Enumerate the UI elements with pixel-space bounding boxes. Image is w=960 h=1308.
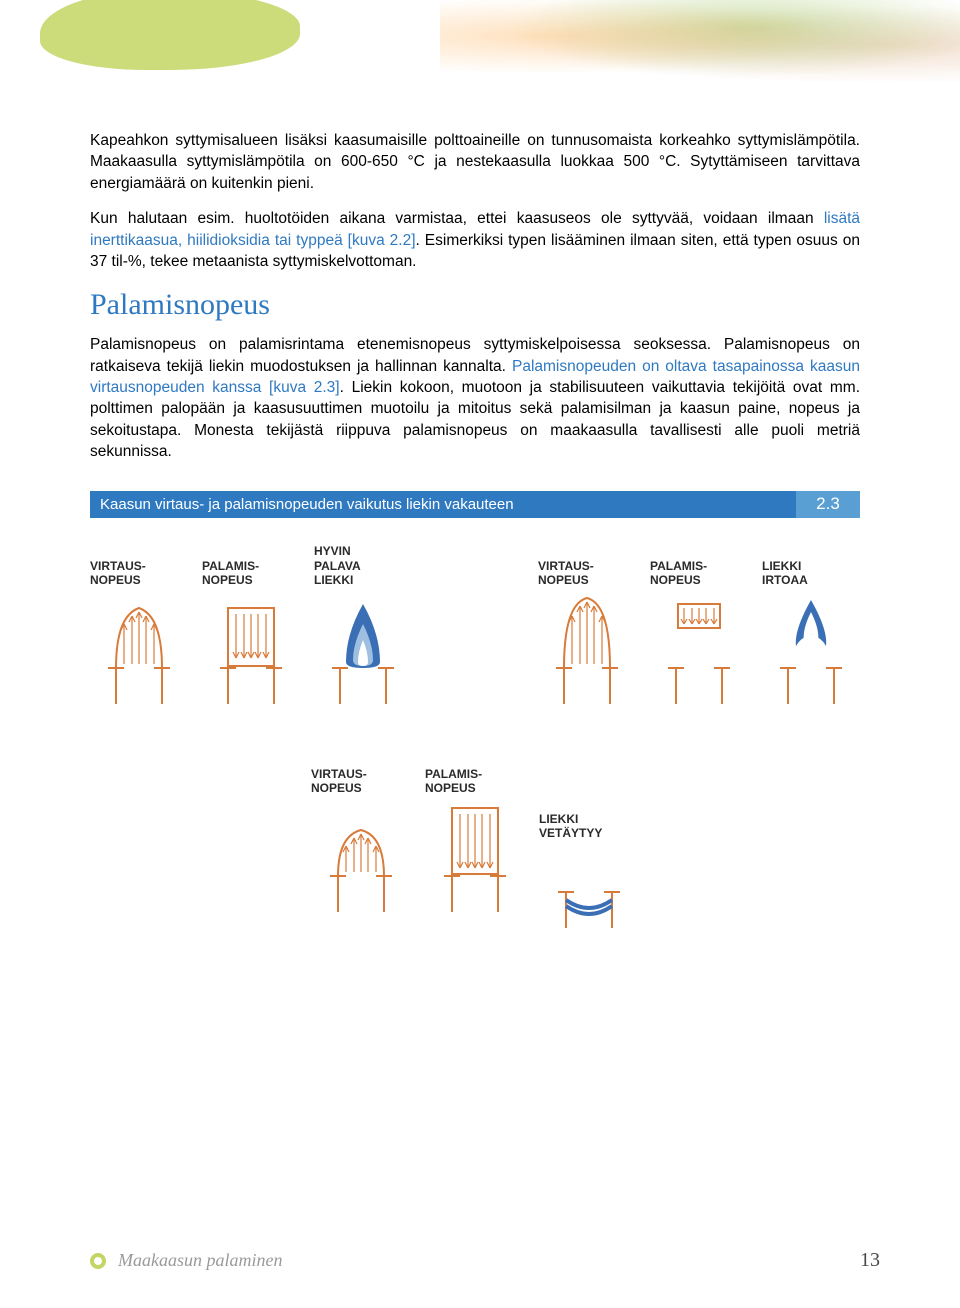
diag-palamis-backflash: PALAMIS-NOPEUS bbox=[425, 762, 525, 928]
label-virtaus: VIRTAUS-NOPEUS bbox=[90, 554, 188, 594]
page-content: Kapeahkon syttymisalueen lisäksi kaasuma… bbox=[90, 130, 860, 928]
diag-palamis-detach: PALAMIS-NOPEUS bbox=[650, 554, 748, 704]
figure-caption-number: 2.3 bbox=[796, 491, 860, 518]
label-irtoaa: LIEKKIIRTOAA bbox=[762, 554, 860, 594]
label-palamis-3: PALAMIS-NOPEUS bbox=[425, 762, 525, 802]
row1-spacer bbox=[426, 554, 524, 704]
diag-virtaus-balanced: VIRTAUS-NOPEUS bbox=[90, 554, 188, 704]
diag-flame-detached: LIEKKIIRTOAA bbox=[762, 554, 860, 704]
footer-title: Maakaasun palaminen bbox=[118, 1250, 860, 1271]
footer-page-number: 13 bbox=[860, 1249, 880, 1272]
diagram-row-1: VIRTAUS-NOPEUS PALAMIS-NOPEUS bbox=[90, 554, 860, 704]
figure-caption-text: Kaasun virtaus- ja palamisnopeuden vaiku… bbox=[90, 491, 796, 518]
svg-virtaus-dome-short bbox=[316, 802, 406, 912]
diagram-row-2: VIRTAUS-NOPEUS PALAMIS-NOPEUS bbox=[90, 762, 860, 928]
label-virtaus-3: VIRTAUS-NOPEUS bbox=[311, 762, 411, 802]
paragraph-3: Palamisnopeus on palamisrintama etenemis… bbox=[90, 334, 860, 462]
svg-virtaus-dome-tall bbox=[542, 594, 632, 704]
diag-virtaus-detach: VIRTAUS-NOPEUS bbox=[538, 554, 636, 704]
svg-flame-backflash bbox=[544, 818, 634, 928]
svg-palamis-box-tall bbox=[430, 802, 520, 912]
diag-palamis-balanced: PALAMIS-NOPEUS bbox=[202, 554, 300, 704]
diag-virtaus-backflash: VIRTAUS-NOPEUS bbox=[311, 762, 411, 928]
diag-flame-good: HYVINPALAVALIEKKI bbox=[314, 554, 412, 704]
page-footer: Maakaasun palaminen 13 bbox=[90, 1249, 880, 1272]
para2-text1: Kun halutaan esim. huoltotöiden aikana v… bbox=[90, 210, 824, 227]
label-hyvin: HYVINPALAVALIEKKI bbox=[314, 554, 412, 594]
section-heading: Palamisnopeus bbox=[90, 288, 860, 322]
svg-palamis-box-short bbox=[654, 594, 744, 704]
svg-palamis-box-down bbox=[206, 594, 296, 704]
footer-bullet-icon bbox=[90, 1253, 106, 1269]
diagram-area: VIRTAUS-NOPEUS PALAMIS-NOPEUS bbox=[90, 554, 860, 928]
label-virtaus-2: VIRTAUS-NOPEUS bbox=[538, 554, 636, 594]
svg-flame-good bbox=[318, 594, 408, 704]
svg-flame-detached bbox=[766, 594, 856, 704]
label-vetay: LIEKKIVETÄYTYY bbox=[539, 762, 639, 818]
decoration-texture-right bbox=[440, 0, 960, 90]
figure-caption-bar: Kaasun virtaus- ja palamisnopeuden vaiku… bbox=[90, 491, 860, 518]
paragraph-1: Kapeahkon syttymisalueen lisäksi kaasuma… bbox=[90, 130, 860, 194]
decoration-blob-left bbox=[40, 0, 300, 70]
label-palamis-2: PALAMIS-NOPEUS bbox=[650, 554, 748, 594]
header-decoration bbox=[0, 0, 960, 90]
svg-virtaus-dome-up bbox=[94, 594, 184, 704]
diag-flame-backflash: LIEKKIVETÄYTYY bbox=[539, 762, 639, 928]
label-palamis: PALAMIS-NOPEUS bbox=[202, 554, 300, 594]
paragraph-2: Kun halutaan esim. huoltotöiden aikana v… bbox=[90, 208, 860, 272]
